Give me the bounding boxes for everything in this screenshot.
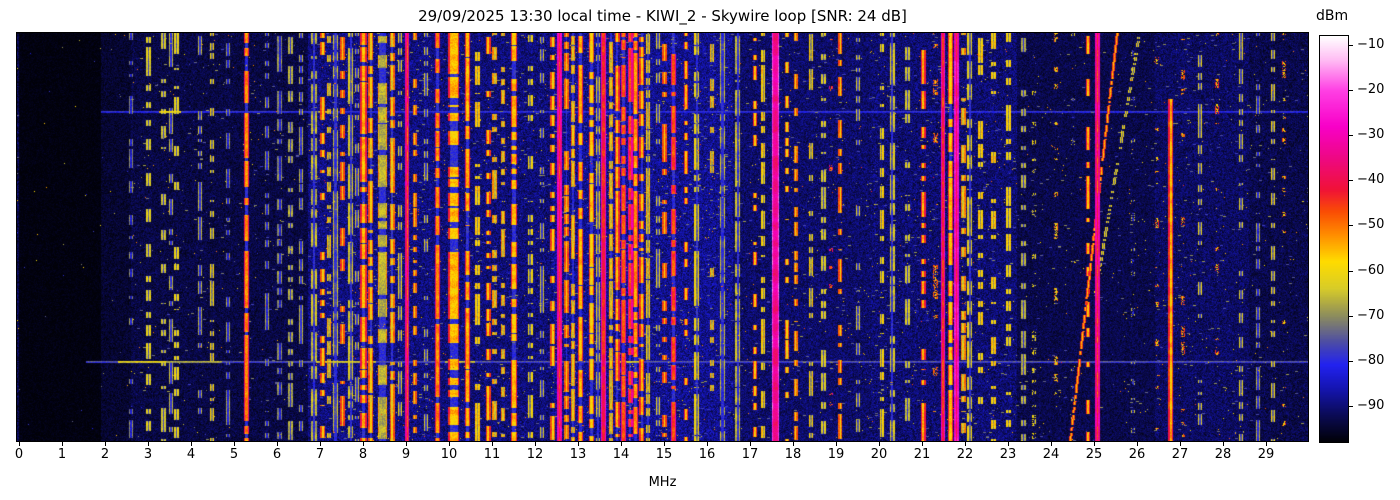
x-tick-label: 7 [315, 447, 325, 462]
x-tick-label: 2 [100, 447, 110, 462]
x-tick-label: 22 [956, 447, 974, 462]
x-tick-mark [1180, 442, 1181, 446]
x-tick-mark [492, 442, 493, 446]
x-tick-mark [320, 442, 321, 446]
x-tick-label: 15 [655, 447, 673, 462]
x-tick-label: 16 [698, 447, 716, 462]
x-tick-mark [621, 442, 622, 446]
waterfall-heatmap [17, 33, 1308, 441]
figure-title: 29/09/2025 13:30 local time - KIWI_2 - S… [418, 7, 907, 25]
x-axis-label: MHz [648, 475, 677, 490]
x-tick-label: 20 [870, 447, 888, 462]
x-tick-label: 28 [1214, 447, 1232, 462]
x-tick-label: 24 [1042, 447, 1060, 462]
x-tick-mark [406, 442, 407, 446]
colorbar-tick-label: −20 [1357, 82, 1385, 97]
x-tick-label: 25 [1085, 447, 1103, 462]
x-tick-mark [535, 442, 536, 446]
x-tick-label: 1 [57, 447, 67, 462]
colorbar-gradient [1320, 36, 1348, 442]
x-tick-mark [148, 442, 149, 446]
x-tick-label: 5 [229, 447, 239, 462]
colorbar-tick-label: −40 [1357, 172, 1385, 187]
x-tick-mark [19, 442, 20, 446]
colorbar-tick-label: −90 [1357, 398, 1385, 413]
x-tick-mark [1266, 442, 1267, 446]
colorbar-tick-label: −30 [1357, 127, 1385, 142]
colorbar-tick-mark [1349, 406, 1353, 407]
x-tick-label: 17 [741, 447, 759, 462]
colorbar-tick-label: −70 [1357, 308, 1385, 323]
x-tick-label: 21 [913, 447, 931, 462]
x-tick-label: 0 [14, 447, 24, 462]
x-tick-mark [836, 442, 837, 446]
x-tick-mark [1008, 442, 1009, 446]
x-tick-mark [1051, 442, 1052, 446]
x-tick-mark [62, 442, 63, 446]
colorbar-tick-label: −80 [1357, 353, 1385, 368]
x-tick-label: 3 [143, 447, 153, 462]
colorbar-tick-mark [1349, 45, 1353, 46]
colorbar-tick-mark [1349, 361, 1353, 362]
x-tick-mark [793, 442, 794, 446]
x-tick-label: 13 [569, 447, 587, 462]
colorbar-tick-mark [1349, 90, 1353, 91]
x-tick-label: 23 [999, 447, 1017, 462]
x-tick-label: 11 [483, 447, 501, 462]
x-tick-mark [922, 442, 923, 446]
x-tick-mark [965, 442, 966, 446]
x-tick-label: 26 [1128, 447, 1146, 462]
x-tick-label: 10 [440, 447, 458, 462]
x-tick-mark [1223, 442, 1224, 446]
x-tick-mark [191, 442, 192, 446]
x-tick-mark [879, 442, 880, 446]
colorbar-tick-mark [1349, 316, 1353, 317]
colorbar-tick-mark [1349, 180, 1353, 181]
colorbar [1319, 35, 1349, 443]
x-tick-label: 18 [784, 447, 802, 462]
x-tick-label: 27 [1171, 447, 1189, 462]
x-tick-label: 14 [612, 447, 630, 462]
x-tick-label: 9 [401, 447, 411, 462]
colorbar-tick-label: −50 [1357, 217, 1385, 232]
x-tick-mark [277, 442, 278, 446]
x-tick-mark [105, 442, 106, 446]
colorbar-tick-mark [1349, 225, 1353, 226]
x-tick-mark [1137, 442, 1138, 446]
colorbar-tick-label: −10 [1357, 37, 1385, 52]
x-tick-mark [363, 442, 364, 446]
x-tick-mark [449, 442, 450, 446]
x-tick-label: 12 [526, 447, 544, 462]
colorbar-label: dBm [1316, 8, 1349, 24]
x-tick-mark [750, 442, 751, 446]
x-tick-label: 6 [272, 447, 282, 462]
x-tick-mark [664, 442, 665, 446]
x-tick-mark [707, 442, 708, 446]
colorbar-tick-mark [1349, 135, 1353, 136]
x-tick-mark [578, 442, 579, 446]
x-tick-label: 29 [1257, 447, 1275, 462]
x-tick-label: 8 [358, 447, 368, 462]
plot-area [16, 32, 1309, 442]
x-tick-label: 19 [827, 447, 845, 462]
colorbar-tick-label: −60 [1357, 263, 1385, 278]
x-tick-label: 4 [186, 447, 196, 462]
colorbar-tick-mark [1349, 271, 1353, 272]
x-tick-mark [1094, 442, 1095, 446]
x-tick-mark [234, 442, 235, 446]
